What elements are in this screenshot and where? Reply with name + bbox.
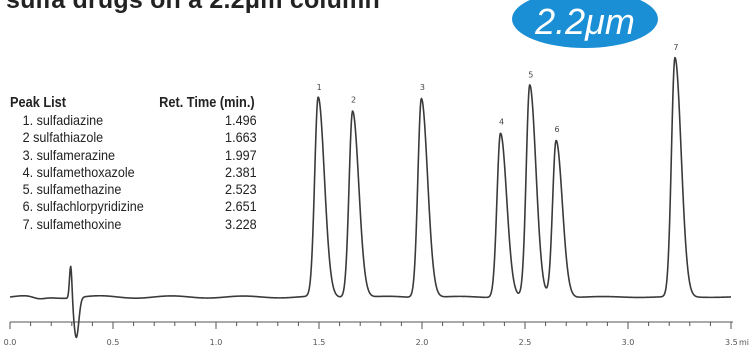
peak-number-label: 1 — [317, 83, 322, 92]
x-tick-label: 3.5 — [725, 338, 738, 347]
peak-list-row: 6. sulfachlorpyridizine 2.651 — [10, 198, 271, 215]
x-tick-label: 1.0 — [210, 338, 223, 347]
particle-size-badge-text: 2.2μm — [535, 1, 635, 42]
peak-compound-name: 1. sulfadiazine — [22, 112, 104, 128]
x-axis-unit: mi — [739, 338, 749, 347]
peak-list-row: 3. sulfamerazine 1.997 — [10, 147, 271, 164]
peak-number-label: 3 — [420, 83, 425, 92]
peak-list-row: 7. sulfamethoxine 3.228 — [10, 216, 271, 233]
peak-compound-name: 5. sulfamethazine — [22, 181, 122, 198]
peak-compound-name: 4. sulfamethoxazole — [22, 163, 135, 180]
peak-retention-time: 2.523 — [225, 181, 257, 198]
peak-list-row: 5. sulfamethazine 2.523 — [10, 181, 271, 198]
particle-size-badge: 2.2μm — [512, 0, 658, 48]
peak-number-label: 6 — [555, 125, 560, 134]
x-tick-label: 1.5 — [313, 338, 326, 347]
x-tick-label: 0.5 — [107, 338, 120, 347]
peak-number-label: 2 — [351, 95, 356, 104]
peak-number-label: 4 — [499, 118, 504, 127]
x-tick-label: 2.5 — [519, 338, 532, 347]
peak-labels: 1 2 3 4 5 6 7 — [317, 43, 679, 134]
peak-retention-time: 2.381 — [225, 163, 257, 180]
figure-title-partial: sulfa drugs on a 2.2μm column — [6, 0, 380, 14]
peak-list-row: 2 sulfathiazole 1.663 — [10, 129, 271, 146]
peak-compound-name: 7. sulfamethoxine — [22, 215, 122, 232]
peak-retention-time: 2.651 — [225, 198, 257, 215]
peak-list-row: 1. sulfadiazine 1.496 — [10, 112, 271, 129]
peak-compound-name: 2 sulfathiazole — [22, 129, 104, 146]
peak-list-title: Peak List — [10, 95, 67, 111]
peak-retention-time: 3.228 — [225, 215, 257, 232]
x-axis: 0.0 0.5 1.0 1.5 2.0 2.5 3.0 3.5 mi — [4, 321, 749, 347]
peak-retention-time: 1.496 — [225, 112, 257, 128]
chromatogram-trace — [9, 56, 732, 339]
peak-list-row: 4. sulfamethoxazole 2.381 — [10, 164, 271, 181]
peak-number-label: 7 — [673, 43, 678, 52]
x-tick-label: 3.0 — [622, 338, 635, 347]
x-tick-label: 0.0 — [4, 338, 17, 347]
peak-list-header: Peak List Ret. Time (min.) — [10, 94, 274, 112]
peak-compound-name: 3. sulfamerazine — [22, 146, 116, 163]
peak-list-table: Peak List Ret. Time (min.) 1. sulfadiazi… — [10, 94, 280, 233]
peak-retention-time: 1.997 — [225, 146, 257, 163]
retention-time-header: Ret. Time (min.) — [159, 95, 255, 111]
peak-list-rows: 1. sulfadiazine 1.496 2 sulfathiazole 1.663… — [10, 112, 280, 233]
peak-compound-name: 6. sulfachlorpyridizine — [22, 198, 144, 215]
peak-number-label: 5 — [528, 70, 533, 79]
peak-retention-time: 1.663 — [225, 129, 257, 146]
x-tick-label: 2.0 — [416, 338, 429, 347]
